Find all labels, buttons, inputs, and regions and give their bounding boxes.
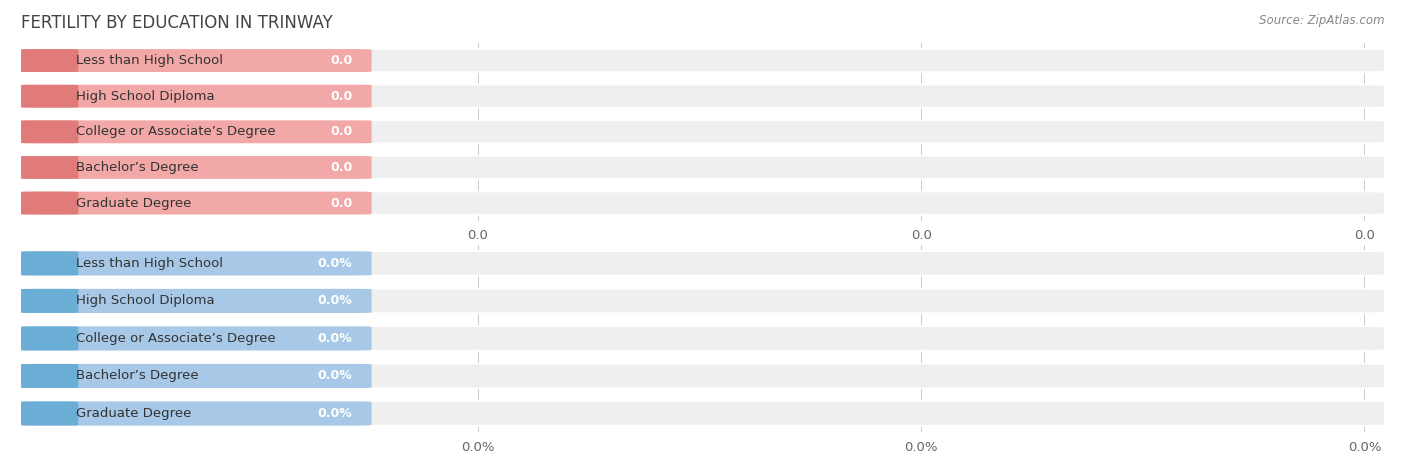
Text: 0.0: 0.0 [330,161,353,174]
Text: 0.0: 0.0 [911,229,932,242]
FancyBboxPatch shape [14,156,1385,179]
Text: Source: ZipAtlas.com: Source: ZipAtlas.com [1260,14,1385,27]
Text: 0.0%: 0.0% [318,407,353,420]
Text: 0.0%: 0.0% [461,440,495,454]
Text: 0.0: 0.0 [330,197,353,209]
FancyBboxPatch shape [14,251,1385,276]
FancyBboxPatch shape [21,326,79,351]
Text: Bachelor’s Degree: Bachelor’s Degree [76,370,198,382]
Text: 0.0: 0.0 [1354,229,1375,242]
Text: Bachelor’s Degree: Bachelor’s Degree [76,161,198,174]
Text: 0.0: 0.0 [330,125,353,138]
Text: 0.0%: 0.0% [318,294,353,307]
Text: High School Diploma: High School Diploma [76,90,214,103]
FancyBboxPatch shape [18,289,371,313]
Text: Graduate Degree: Graduate Degree [76,407,191,420]
FancyBboxPatch shape [18,401,371,426]
FancyBboxPatch shape [18,251,371,276]
Text: 0.0: 0.0 [468,229,488,242]
FancyBboxPatch shape [14,85,1385,108]
Text: College or Associate’s Degree: College or Associate’s Degree [76,125,276,138]
FancyBboxPatch shape [18,191,371,215]
FancyBboxPatch shape [21,49,79,72]
FancyBboxPatch shape [14,120,1385,143]
Text: 0.0: 0.0 [330,90,353,103]
Text: 0.0%: 0.0% [318,370,353,382]
FancyBboxPatch shape [21,156,79,179]
FancyBboxPatch shape [18,156,371,179]
Text: College or Associate’s Degree: College or Associate’s Degree [76,332,276,345]
FancyBboxPatch shape [14,326,1385,351]
Text: Graduate Degree: Graduate Degree [76,197,191,209]
FancyBboxPatch shape [21,85,79,108]
Text: 0.0%: 0.0% [1348,440,1381,454]
Text: Less than High School: Less than High School [76,257,222,270]
FancyBboxPatch shape [21,251,79,276]
Text: 0.0%: 0.0% [318,257,353,270]
FancyBboxPatch shape [14,49,1385,72]
Text: 0.0: 0.0 [330,54,353,67]
FancyBboxPatch shape [18,326,371,351]
FancyBboxPatch shape [14,364,1385,388]
Text: 0.0%: 0.0% [904,440,938,454]
FancyBboxPatch shape [21,289,79,313]
Text: Less than High School: Less than High School [76,54,222,67]
FancyBboxPatch shape [18,120,371,143]
FancyBboxPatch shape [21,121,79,143]
FancyBboxPatch shape [18,85,371,108]
FancyBboxPatch shape [21,364,79,388]
Text: High School Diploma: High School Diploma [76,294,214,307]
FancyBboxPatch shape [18,49,371,72]
FancyBboxPatch shape [14,289,1385,313]
FancyBboxPatch shape [21,192,79,215]
FancyBboxPatch shape [21,401,79,426]
FancyBboxPatch shape [18,364,371,388]
FancyBboxPatch shape [14,401,1385,426]
Text: 0.0%: 0.0% [318,332,353,345]
Text: FERTILITY BY EDUCATION IN TRINWAY: FERTILITY BY EDUCATION IN TRINWAY [21,14,333,32]
FancyBboxPatch shape [14,191,1385,215]
